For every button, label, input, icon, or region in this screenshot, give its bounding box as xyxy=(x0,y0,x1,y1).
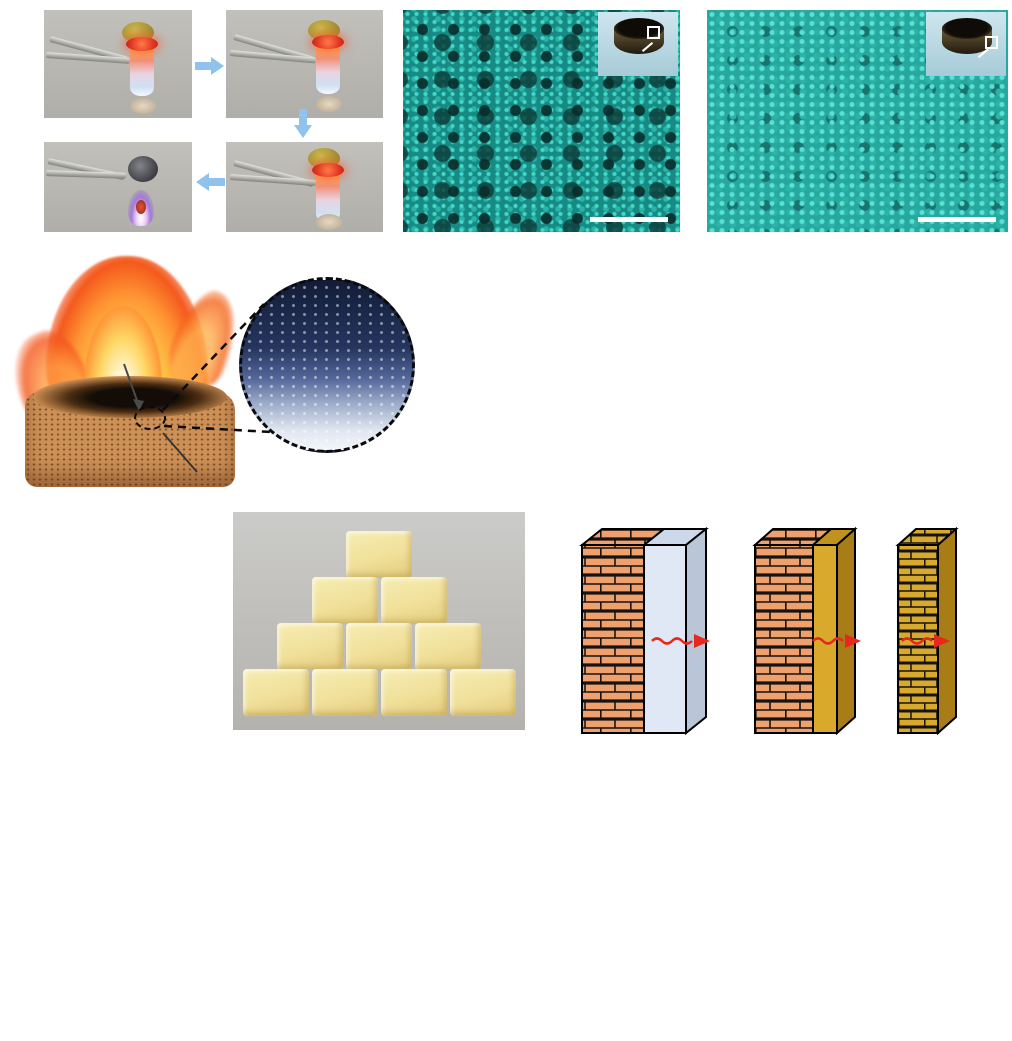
step1-annotation xyxy=(58,328,190,345)
aerogel-brick xyxy=(380,577,447,624)
silica-cylinder xyxy=(942,18,992,56)
panel-a xyxy=(0,0,392,240)
roi-box-icon xyxy=(647,26,660,39)
aerogel-brick xyxy=(242,669,309,716)
aerogel-brick xyxy=(311,669,378,716)
brick-row xyxy=(233,577,525,624)
sample-inset-photo xyxy=(926,12,1006,76)
roi-box-icon xyxy=(985,36,998,49)
photo-burn-0s xyxy=(44,10,192,118)
burning-sample xyxy=(126,37,158,96)
zoom-circle-inset xyxy=(239,277,415,453)
wall-brick-bnfsi xyxy=(752,526,861,736)
tweezers-icon xyxy=(229,50,316,64)
arrow-left-icon xyxy=(196,173,225,191)
brick-row xyxy=(233,623,525,670)
cylinder-top xyxy=(942,18,992,39)
aerogel-brick xyxy=(311,577,378,624)
energy-consumption-chart xyxy=(20,757,560,1041)
thermal-conductivity-scatter xyxy=(8,500,208,785)
sem-image-sio2 xyxy=(707,10,1008,232)
panel-h xyxy=(200,500,535,762)
photo-burn-30s xyxy=(226,10,383,118)
scalebar xyxy=(918,215,996,222)
panel-b xyxy=(385,0,688,240)
brick-row xyxy=(233,669,525,716)
arrow-right-icon xyxy=(195,57,224,75)
aerogel-brick xyxy=(277,623,343,670)
panel-i xyxy=(540,503,1012,761)
aerogel-brick xyxy=(415,623,481,670)
panel-e xyxy=(408,240,670,502)
panel-g xyxy=(8,498,213,793)
photo-non-ignitable xyxy=(44,142,192,232)
scalebar-line xyxy=(918,217,996,222)
burner-base xyxy=(130,98,156,114)
wall-comparison-diagram xyxy=(579,526,959,736)
panel-k xyxy=(556,760,1012,1041)
photo-burn-60s xyxy=(226,142,383,232)
aerogel-brick xyxy=(380,669,447,716)
aerogel-block xyxy=(25,376,235,487)
cylinder-top xyxy=(614,18,664,39)
wall-aerogel xyxy=(895,526,959,736)
char-cylinder xyxy=(614,18,664,56)
energy-saving-chart xyxy=(556,764,1010,1040)
aerogel-brick xyxy=(346,623,412,670)
arrow-down-icon xyxy=(294,109,312,138)
scalebar xyxy=(590,215,668,222)
sample-inset-photo xyxy=(598,12,678,76)
char-disc xyxy=(128,156,158,182)
scalebar-line xyxy=(590,217,668,222)
ftir-chart xyxy=(428,243,668,503)
cone-calorimetry-charts xyxy=(680,240,1012,500)
burner-base xyxy=(316,96,342,112)
brick-pyramid xyxy=(233,531,525,716)
wall-brick-eps xyxy=(579,526,710,736)
brick-row xyxy=(233,531,525,578)
burner-base xyxy=(316,214,342,230)
burning-sample xyxy=(312,163,344,222)
lighter-flame xyxy=(128,190,154,226)
panel-c xyxy=(688,0,1012,240)
panel-j xyxy=(14,755,560,1041)
aerogel-wall-photo xyxy=(233,512,525,730)
aerogel-brick xyxy=(449,669,516,716)
panel-f xyxy=(670,240,1012,502)
panel-d xyxy=(0,240,430,502)
burning-sample xyxy=(312,35,344,94)
sem-image-c-sio2 xyxy=(403,10,680,232)
aerogel-brick xyxy=(346,531,412,578)
